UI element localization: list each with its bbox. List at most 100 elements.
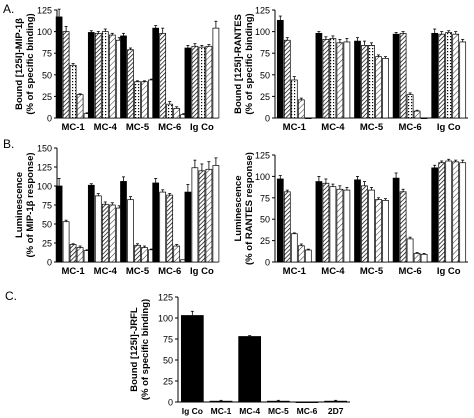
- bar: [173, 245, 181, 263]
- bar: [452, 33, 460, 119]
- y-tick-label: 0: [265, 258, 270, 268]
- y-tick-label: 125: [255, 6, 270, 16]
- x-tick-label: MC-1: [283, 266, 307, 277]
- bar: [438, 162, 446, 263]
- x-tick-label: MC-6: [297, 406, 318, 416]
- bar: [297, 99, 305, 119]
- x-tick-label: MC-6: [158, 122, 181, 133]
- y-tick-label: 75: [260, 193, 270, 203]
- y-tick-label: 25: [260, 236, 270, 246]
- y-axis-title-line2: (% of specific binding): [25, 13, 36, 114]
- bar: [134, 244, 141, 263]
- x-tick-label: MC-5: [126, 266, 150, 277]
- bar: [431, 167, 439, 263]
- bar: [445, 160, 453, 263]
- bar: [336, 42, 344, 119]
- bar: [406, 238, 414, 263]
- bar: [343, 41, 351, 119]
- y-tick-label: 50: [42, 70, 52, 80]
- chart-a-right: 0 25 50 75 100 125 Bound [125I]-RANTES (% of sp…: [233, 6, 468, 133]
- bar: [324, 400, 348, 403]
- y-tick-label: 150: [37, 144, 52, 154]
- y-tick-label: 0: [168, 398, 173, 408]
- panel-label-c: C.: [5, 289, 17, 303]
- bar: [290, 233, 298, 263]
- y-tick-label: 100: [255, 27, 270, 37]
- y-tick-label: 0: [47, 258, 52, 268]
- y-tick-label: 125: [37, 6, 52, 16]
- bar: [354, 179, 361, 263]
- x-tick-label: MC-6: [398, 266, 421, 277]
- bar: [184, 191, 192, 263]
- bar: [445, 32, 453, 119]
- bar: [191, 45, 199, 119]
- y-tick-label: 100: [255, 172, 270, 182]
- chart-a-left: 0 25 50 75 100 125 Bound [125I]-MIP-1β (% of sp…: [14, 6, 220, 133]
- bar: [127, 49, 134, 119]
- y-tick-label: 25: [42, 92, 52, 102]
- bar: [166, 194, 174, 263]
- bar: [304, 117, 312, 119]
- x-tick-label: MC-5: [360, 122, 384, 133]
- bar: [382, 200, 389, 263]
- x-tick-label: MC-1: [283, 122, 307, 133]
- y-tick-label: 25: [42, 239, 52, 249]
- bar: [392, 33, 400, 119]
- bar: [108, 34, 116, 119]
- bar: [290, 79, 298, 119]
- bar: [276, 178, 284, 263]
- bar: [329, 186, 337, 263]
- x-tick-label: Ig Co: [190, 266, 214, 277]
- chart-b-right: 0 25 50 75 100 125 Luminescence (% of RANTES re…: [233, 151, 468, 277]
- y-axis-title-line1: Bound [125I]-JRFL: [129, 307, 140, 392]
- bar: [101, 203, 109, 263]
- x-tick-label: MC-1: [61, 122, 85, 133]
- bar: [315, 181, 323, 263]
- bar: [184, 47, 192, 119]
- y-tick-label: 125: [158, 293, 173, 303]
- x-tick-label: MC-4: [321, 266, 345, 277]
- bar: [452, 161, 460, 263]
- bar: [315, 32, 323, 119]
- bar: [191, 167, 199, 263]
- y-tick-label: 50: [163, 356, 173, 366]
- bar: [120, 181, 127, 263]
- bar: [205, 168, 213, 263]
- x-tick-label: MC-4: [94, 266, 118, 277]
- bar: [94, 32, 102, 119]
- bar: [399, 191, 407, 263]
- bar: [152, 182, 160, 263]
- y-tick-label: 125: [37, 163, 52, 173]
- y-tick-label: 100: [37, 182, 52, 192]
- bar: [322, 39, 330, 119]
- bar: [55, 16, 63, 119]
- y-tick-label: 100: [37, 27, 52, 37]
- bar: [152, 27, 160, 119]
- bar: [205, 45, 213, 119]
- y-tick-label: 75: [42, 201, 52, 211]
- x-tick-label: MC-5: [126, 122, 150, 133]
- y-tick-label: 50: [42, 220, 52, 230]
- bar: [76, 94, 84, 119]
- x-tick-label: MC-1: [61, 266, 85, 277]
- bar: [375, 199, 382, 263]
- bar: [459, 162, 467, 263]
- x-tick-label: MC-5: [268, 406, 289, 416]
- bar: [295, 401, 319, 403]
- bar: [322, 182, 330, 263]
- y-axis-title-line2: (% of MIP-1β response): [25, 152, 36, 257]
- y-tick-label: 0: [47, 114, 52, 124]
- y-axis-title-line2: (% of specific binding): [140, 299, 151, 400]
- bar: [413, 253, 421, 263]
- bar: [87, 184, 95, 263]
- bar: [141, 247, 148, 263]
- x-tick-label: MC-5: [360, 266, 384, 277]
- bar: [69, 64, 77, 119]
- y-tick-label: 50: [260, 70, 270, 80]
- bar: [420, 253, 428, 263]
- bar: [459, 41, 467, 119]
- y-tick-label: 0: [265, 114, 270, 124]
- y-tick-label: 75: [42, 49, 52, 59]
- x-tick-label: 2D7: [328, 406, 344, 416]
- bar: [368, 189, 375, 263]
